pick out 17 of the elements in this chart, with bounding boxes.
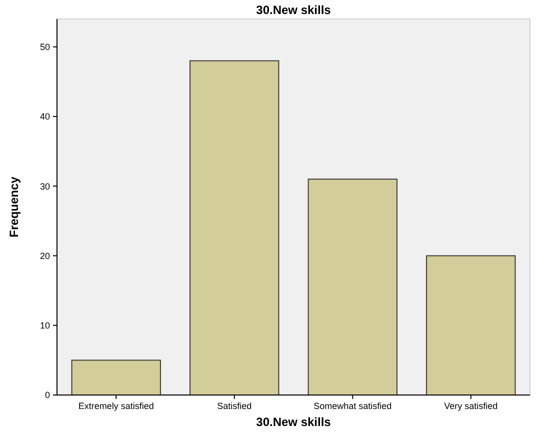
- x-tick-label: Satisfied: [217, 401, 252, 411]
- y-axis-title: Frequency: [7, 176, 21, 238]
- chart-title: 30.New skills: [256, 3, 332, 17]
- y-tick-label: 30: [40, 181, 50, 192]
- x-tick-label: Somewhat satisfied: [314, 401, 392, 411]
- y-tick-label: 0: [44, 390, 50, 400]
- x-tick-label: Very satisfied: [444, 401, 498, 411]
- y-tick-label: 40: [40, 112, 50, 122]
- x-axis-title: 30.New skills: [256, 415, 332, 429]
- bar: [308, 178, 398, 396]
- y-tick-label: 50: [40, 42, 50, 52]
- y-tick-label: 10: [40, 320, 50, 331]
- bar: [71, 360, 161, 396]
- x-tick-label: Extremely satisfied: [78, 401, 154, 411]
- y-tick-label: 20: [40, 250, 50, 261]
- bar: [190, 60, 280, 396]
- bar: [426, 255, 516, 396]
